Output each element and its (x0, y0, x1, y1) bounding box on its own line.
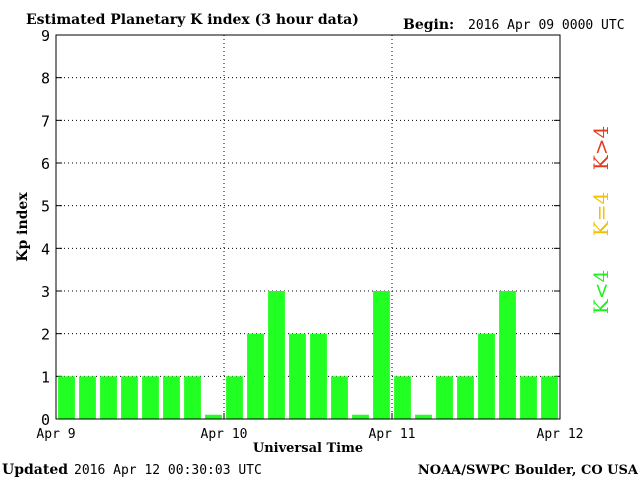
kp-bar (184, 376, 201, 419)
credit: NOAA/SWPC Boulder, CO USA (418, 463, 639, 478)
kp-bar (163, 376, 180, 419)
y-tick-label-1: 1 (41, 368, 50, 386)
kp-bar (247, 333, 264, 419)
kp-bar (79, 376, 96, 419)
begin-value: 2016 Apr 09 0000 UTC (468, 18, 625, 33)
y-tick-label-5: 5 (41, 198, 50, 216)
y-tick-label-3: 3 (41, 283, 50, 301)
y-axis-label: Kp index (15, 192, 31, 262)
kp-bar (373, 291, 390, 419)
x-tick-label-1: Apr 10 (201, 427, 248, 442)
y-tick-label-2: 2 (41, 326, 50, 344)
y-tick-label-7: 7 (41, 112, 50, 130)
kp-bar (436, 376, 453, 419)
plot-area: 0 1 2 3 4 5 6 7 8 9 Apr 9 Apr 10 Apr 11 Apr 12 (36, 27, 583, 442)
kp-bar (205, 414, 222, 419)
kp-bar (268, 291, 285, 419)
begin-label: Begin: (403, 17, 454, 33)
x-axis-label: Universal Time (253, 441, 363, 456)
kp-bar (520, 376, 537, 419)
kp-bar (121, 376, 138, 419)
y-tick-label-9: 9 (41, 27, 50, 45)
kp-bar (541, 376, 558, 419)
plot-frame (55, 34, 561, 420)
y-tick-label-8: 8 (41, 70, 50, 88)
kp-bar (352, 414, 369, 419)
legend-mid: K=4 (589, 192, 613, 236)
kp-bar (226, 376, 243, 419)
kp-bar (100, 376, 117, 419)
legend-high: K>4 (589, 126, 613, 170)
y-tick-label-0: 0 (41, 411, 50, 429)
kp-bar (415, 414, 432, 419)
kp-bar (331, 376, 348, 419)
x-tick-label-0: Apr 9 (36, 427, 75, 442)
kp-bar (142, 376, 159, 419)
kp-bar (457, 376, 474, 419)
kp-bar (58, 376, 75, 419)
kp-bar (499, 291, 516, 419)
kp-bar (289, 333, 306, 419)
y-tick-label-4: 4 (41, 240, 50, 258)
y-tick-label-6: 6 (41, 155, 50, 173)
x-tick-label-3: Apr 12 (537, 427, 584, 442)
legend: K>4 K=4 K<4 (589, 126, 613, 314)
legend-low: K<4 (589, 270, 613, 314)
x-tick-label-2: Apr 11 (369, 427, 416, 442)
chart-title: Estimated Planetary K index (3 hour data… (26, 12, 359, 28)
kp-bar (478, 333, 495, 419)
updated-label: Updated (2, 462, 68, 478)
kp-bar (310, 333, 327, 419)
kp-bar (394, 376, 411, 419)
updated-value: 2016 Apr 12 00:30:03 UTC (74, 463, 262, 478)
